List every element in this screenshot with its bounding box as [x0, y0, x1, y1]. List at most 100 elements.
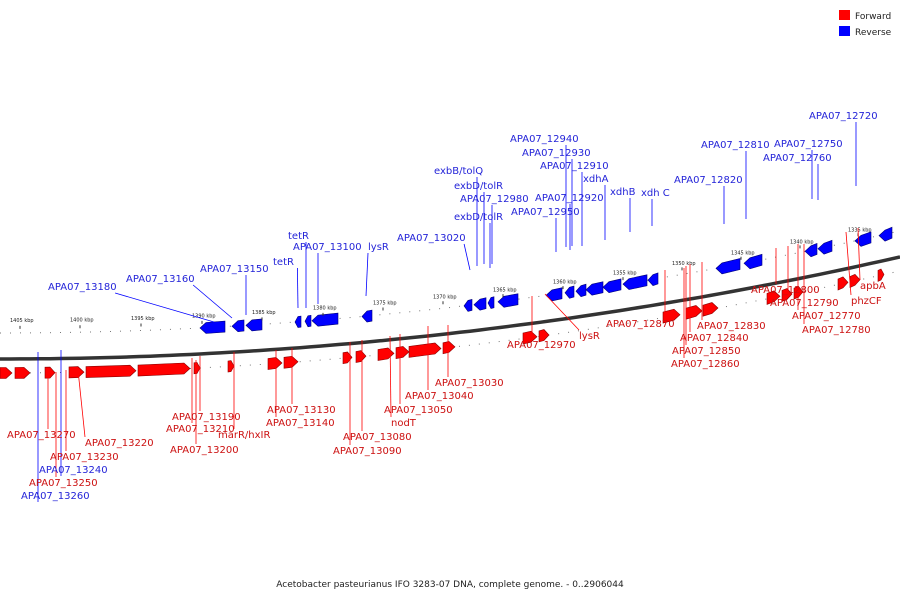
reverse-gene-21[interactable] [817, 239, 833, 255]
reverse-gene-label[interactable]: APA07_13150 [200, 264, 269, 275]
forward-gene-12[interactable] [377, 347, 395, 361]
forward-gene-label[interactable]: APA07_13250 [29, 478, 98, 489]
reverse-gene-label[interactable]: APA07_12910 [540, 161, 609, 172]
forward-gene-21[interactable] [766, 290, 781, 305]
reverse-gene-label[interactable]: APA07_12760 [763, 153, 832, 164]
forward-gene-25[interactable] [849, 273, 861, 288]
forward-gene-label[interactable]: APA07_13230 [50, 452, 119, 463]
forward-gene-label[interactable]: APA07_13270 [7, 430, 76, 441]
reverse-gene-11[interactable] [545, 287, 563, 302]
forward-gene-26[interactable] [877, 268, 885, 282]
reverse-gene-15[interactable] [602, 278, 622, 294]
forward-gene-label[interactable]: marR/hxIR [218, 430, 271, 441]
reverse-gene-7[interactable] [463, 299, 473, 312]
reverse-gene-label[interactable]: APA07_12720 [809, 111, 878, 122]
forward-gene-10[interactable] [342, 351, 353, 365]
forward-gene-label[interactable]: APA07_12860 [671, 359, 740, 370]
reverse-gene-label[interactable]: APA07_12750 [774, 139, 843, 150]
reverse-gene-19[interactable] [743, 253, 763, 270]
reverse-gene-1[interactable] [231, 319, 245, 333]
forward-gene-15[interactable] [442, 341, 456, 355]
reverse-gene-12[interactable] [564, 285, 575, 299]
forward-gene-label[interactable]: APA07_13040 [405, 391, 474, 402]
forward-gene-7[interactable] [227, 360, 235, 373]
forward-gene-14[interactable] [408, 342, 442, 358]
forward-gene-1[interactable] [14, 367, 31, 379]
reverse-gene-label[interactable]: tetR [288, 231, 309, 242]
forward-gene-8[interactable] [267, 357, 283, 370]
forward-gene-5[interactable] [137, 362, 191, 377]
forward-gene-24[interactable] [837, 276, 849, 291]
forward-gene-label[interactable]: APA07_13140 [266, 418, 335, 429]
reverse-gene-label[interactable]: APA07_13100 [293, 242, 362, 253]
reverse-gene-5[interactable] [311, 312, 339, 327]
forward-gene-label[interactable]: lysR [579, 331, 600, 342]
reverse-gene-label[interactable]: xdh C [641, 188, 670, 199]
forward-gene-label[interactable]: APA07_13130 [267, 405, 336, 416]
forward-gene-11[interactable] [355, 350, 367, 363]
reverse-gene-label[interactable]: APA07_12940 [510, 134, 579, 145]
forward-gene-20[interactable] [702, 302, 719, 317]
reverse-gene-label[interactable]: APA07_12820 [674, 175, 743, 186]
reverse-gene-6[interactable] [361, 309, 373, 323]
forward-gene-17[interactable] [538, 329, 550, 343]
forward-gene-label[interactable]: APA07_13080 [343, 432, 412, 443]
forward-gene-3[interactable] [68, 366, 85, 379]
forward-gene-label[interactable]: APA07_12840 [680, 333, 749, 344]
reverse-gene-label[interactable]: APA07_13260 [21, 491, 90, 502]
reverse-gene-label[interactable]: exbB/tolQ [434, 166, 483, 177]
forward-gene-label[interactable]: APA07_13200 [170, 445, 239, 456]
reverse-gene-14[interactable] [585, 281, 604, 296]
forward-gene-label[interactable]: APA07_12830 [697, 321, 766, 332]
reverse-gene-23[interactable] [878, 226, 893, 242]
forward-gene-16[interactable] [522, 330, 538, 345]
forward-gene-label[interactable]: APA07_12790 [770, 298, 839, 309]
reverse-gene-18[interactable] [715, 258, 741, 275]
reverse-gene-3[interactable] [294, 315, 302, 328]
reverse-gene-label[interactable]: APA07_13160 [126, 274, 195, 285]
reverse-gene-22[interactable] [854, 231, 872, 247]
forward-gene-2[interactable] [44, 366, 56, 379]
reverse-gene-10[interactable] [497, 293, 519, 308]
reverse-gene-label[interactable]: APA07_13240 [39, 465, 108, 476]
reverse-gene-4[interactable] [304, 314, 312, 328]
forward-gene-label[interactable]: APA07_13050 [384, 405, 453, 416]
reverse-gene-label[interactable]: APA07_12950 [511, 207, 580, 218]
reverse-gene-label[interactable]: APA07_12930 [522, 148, 591, 159]
forward-gene-label[interactable]: APA07_12850 [672, 346, 741, 357]
reverse-gene-label[interactable]: exbD/tolR [454, 181, 503, 192]
forward-gene-label[interactable]: APA07_13090 [333, 446, 402, 457]
reverse-gene-label[interactable]: APA07_12920 [535, 193, 604, 204]
forward-gene-0[interactable] [0, 367, 13, 379]
reverse-gene-label[interactable]: xdhB [610, 187, 636, 198]
forward-gene-label[interactable]: APA07_12800 [751, 285, 820, 296]
forward-gene-label[interactable]: APA07_13210 [166, 424, 235, 435]
reverse-gene-8[interactable] [473, 297, 487, 311]
forward-gene-label[interactable]: APA07_13190 [172, 412, 241, 423]
reverse-gene-label[interactable]: xdhA [583, 174, 609, 185]
forward-gene-22[interactable] [781, 288, 793, 302]
reverse-gene-0[interactable] [199, 320, 226, 334]
reverse-gene-13[interactable] [575, 283, 587, 298]
reverse-gene-9[interactable] [487, 296, 495, 309]
forward-gene-label[interactable]: APA07_12870 [606, 319, 675, 330]
forward-gene-label[interactable]: APA07_13220 [85, 438, 154, 449]
forward-gene-19[interactable] [685, 305, 703, 320]
reverse-gene-label[interactable]: tetR [273, 257, 294, 268]
reverse-gene-label[interactable]: APA07_13180 [48, 282, 117, 293]
reverse-gene-label[interactable]: APA07_12810 [701, 140, 770, 151]
forward-gene-label[interactable]: APA07_12780 [802, 325, 871, 336]
forward-gene-13[interactable] [395, 346, 410, 360]
forward-gene-4[interactable] [85, 364, 137, 378]
forward-gene-18[interactable] [662, 308, 681, 324]
forward-gene-label[interactable]: APA07_13030 [435, 378, 504, 389]
reverse-gene-label[interactable]: exbD/tolR [454, 212, 503, 223]
reverse-gene-label[interactable]: APA07_12980 [460, 194, 529, 205]
forward-gene-label[interactable]: apbA [860, 281, 886, 292]
forward-gene-label[interactable]: APA07_12770 [792, 311, 861, 322]
reverse-gene-20[interactable] [804, 242, 818, 258]
reverse-gene-label[interactable]: APA07_13020 [397, 233, 466, 244]
forward-gene-label[interactable]: APA07_12970 [507, 340, 576, 351]
reverse-gene-2[interactable] [245, 318, 263, 332]
reverse-gene-16[interactable] [622, 274, 648, 290]
